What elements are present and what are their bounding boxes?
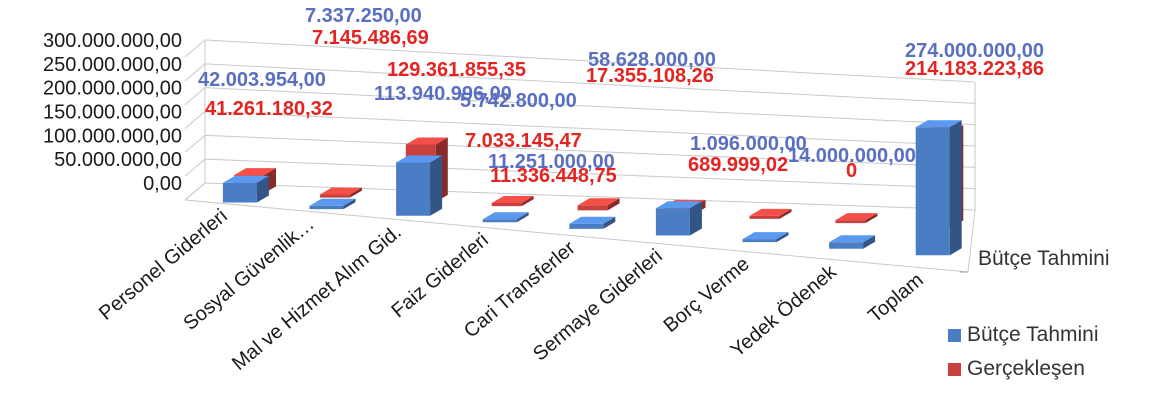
bar-budget [222,175,269,203]
data-label-budget: 14.000.000,00 [788,145,916,167]
x-tick-label: Borç Verme [660,253,754,337]
bar-budget [829,235,876,249]
side-gridline [184,111,206,129]
chart-walls [184,39,976,273]
data-label-actual: 7.033.145,47 [465,130,582,152]
legend-swatch-actual [948,362,961,376]
legend-label-budget: Bütçe Tahmini [967,323,1099,346]
data-label-budget: 113.940.996,00 [374,83,512,105]
y-tick-label: 100.000.000,00 [43,125,182,147]
data-label-actual: 129.361.855,35 [387,59,526,81]
x-tick-label: Faiz Giderleri [387,229,492,322]
data-label-actual: 41.261.180,32 [205,98,333,120]
gridline [204,63,976,104]
data-label-budget: 274.000.000,00 [905,40,1044,62]
bar-actual [319,187,362,198]
y-axis: 300.000.000,00250.000.000,00200.000.000,… [43,30,182,195]
data-label-budget: 11.251.000,00 [488,151,615,173]
legend-item-actual[interactable]: Gerçekleşen [948,352,1099,386]
chart-bars [222,120,964,256]
legend-item-budget[interactable]: Bütçe Tahmini [948,318,1099,352]
bar-actual [835,213,878,224]
x-tick-label: Mal ve Hizmet Alım Gid. [228,221,406,375]
bar-actual [491,196,534,207]
y-tick-label: 150.000.000,00 [43,102,182,124]
legend-label-actual: Gerçekleşen [967,357,1085,380]
bar-budget [396,155,443,216]
side-gridline [184,158,206,177]
data-label-actual: 214.183.223,86 [905,58,1044,80]
gridline [204,134,976,168]
legend: Bütçe Tahmini Gerçekleşen [948,318,1099,386]
x-tick-label: Toplam [864,269,928,327]
floor-edge-left [184,182,206,201]
gridline [204,39,976,83]
data-label-actual: 7.145.486,69 [312,27,429,49]
side-gridline [184,87,206,106]
data-label-actual: 689.999,02 [688,154,788,176]
side-gridline [184,63,206,82]
y-tick-label: 300.000.000,00 [43,30,182,52]
y-tick-label: 200.000.000,00 [43,78,182,100]
data-label-budget: 42.003.954,00 [198,69,326,91]
data-labels: 41.261.180,32 7.145.486,69 129.361.855,35 7… [198,5,1044,187]
data-label-budget: 58.628.000,00 [588,49,716,71]
data-label-budget: 5.742.800,00 [460,90,577,112]
bar-budget [915,120,962,256]
data-label-budget: 7.337.250,00 [305,5,422,27]
bar-budget [742,232,789,243]
depth-axis-label: Bütçe Tahmini [978,247,1110,270]
side-gridline [184,39,206,58]
bar-actual [577,198,620,211]
bar-budget [655,201,702,236]
side-gridline [184,134,206,153]
gridline [204,87,976,126]
legend-swatch-budget [948,328,961,342]
gridline [204,158,976,190]
bar-budget [482,212,529,223]
gridline [204,111,976,147]
data-label-actual: 11.336.448,75 [490,165,617,187]
floor-edge-front [184,199,969,273]
bar-budget [309,198,356,210]
bar-actual [749,208,792,219]
y-tick-label: 50.000.000,00 [54,149,182,171]
y-tick-label: 250.000.000,00 [43,54,182,76]
data-label-actual: 0 [846,160,857,182]
y-tick-label: 0,00 [143,173,182,195]
data-label-actual: 17.355.108,26 [586,65,714,87]
data-label-budget: 1.096.000,00 [690,133,807,155]
bar-budget [569,216,616,229]
floor-edge-right [967,209,976,273]
